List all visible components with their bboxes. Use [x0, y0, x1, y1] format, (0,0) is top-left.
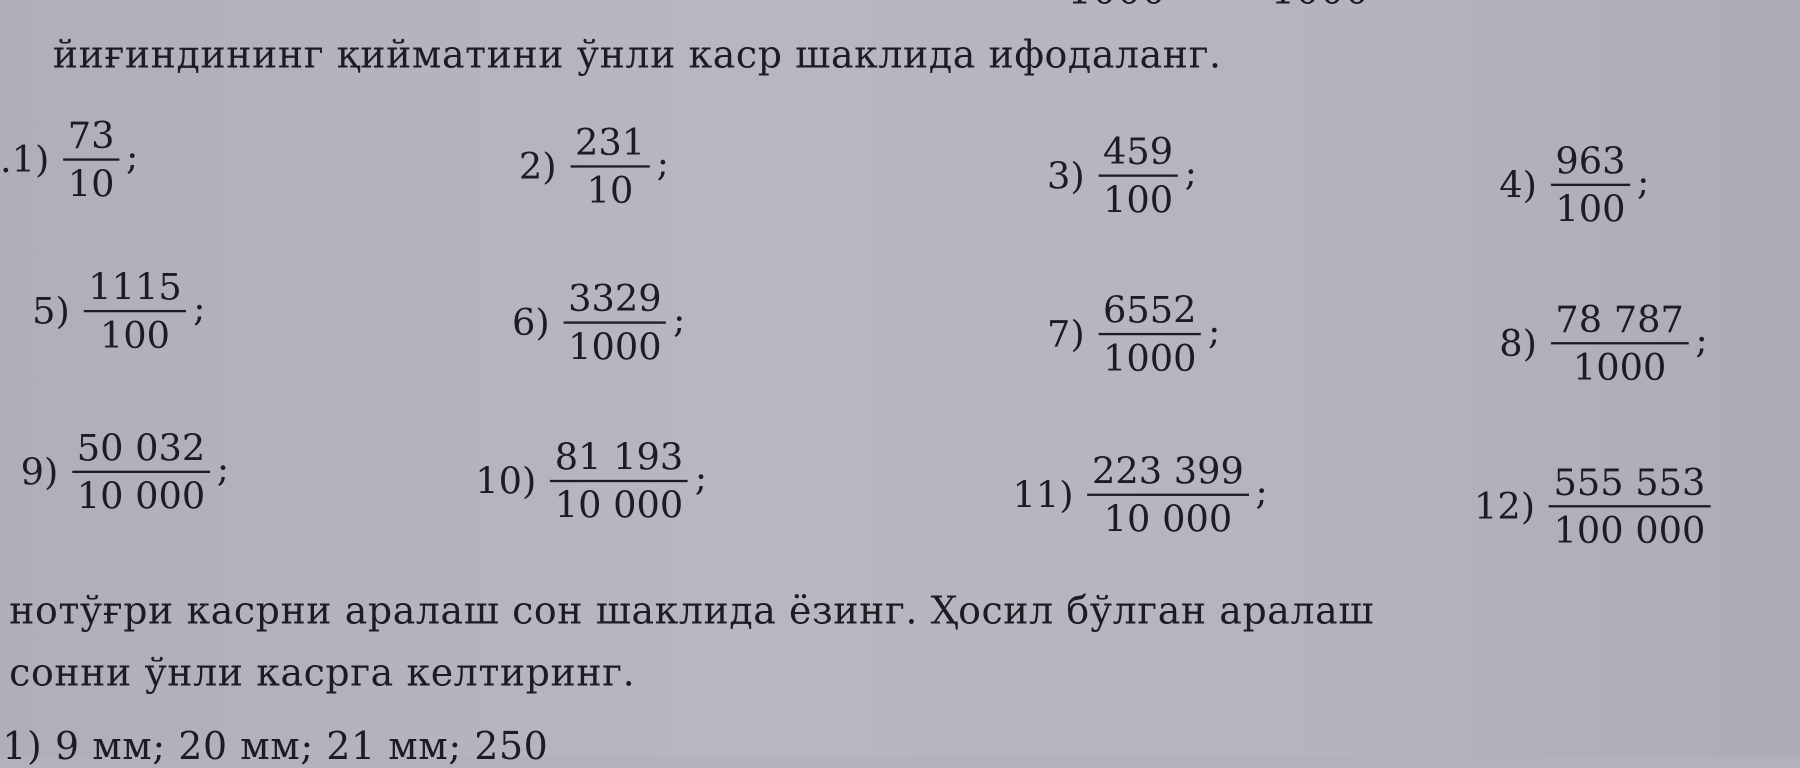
- fraction: 1115 100: [83, 264, 187, 358]
- numerator: 223 399: [1087, 448, 1249, 496]
- exercise-item: 3) 459 100 ;: [1047, 129, 1197, 223]
- separator: ;: [1636, 159, 1650, 204]
- top-partial-numbers: 1000 1000: [1068, 0, 1370, 13]
- exercise-item: 9) 50 032 10 000 ;: [21, 425, 229, 519]
- exercise-item: . 1) 73 10 ;: [0, 113, 138, 207]
- exercise-item: 12) 555 553 100 000: [1474, 459, 1717, 553]
- denominator: 10 000: [76, 474, 206, 518]
- fraction: 73 10: [63, 113, 120, 207]
- denominator: 10: [67, 161, 115, 206]
- denominator: 100 000: [1553, 508, 1706, 553]
- exercise-item: 2) 231 10 ;: [519, 119, 669, 213]
- exercise-item: 11) 223 399 10 000 ;: [1013, 448, 1268, 542]
- separator: ;: [673, 297, 686, 341]
- numerator: 78 787: [1550, 296, 1689, 345]
- separator: ;: [1255, 469, 1268, 514]
- numerator: 6552: [1098, 287, 1202, 336]
- denominator: 100: [1103, 177, 1174, 222]
- item-label: 12): [1474, 484, 1536, 529]
- numerator: 963: [1550, 138, 1631, 186]
- bottom-partial-line: 1) 9 мм; 20 мм; 21 мм; 250: [2, 723, 549, 768]
- numerator: 73: [63, 113, 120, 161]
- denominator: 10 000: [554, 483, 684, 527]
- fraction: 555 553 100 000: [1548, 459, 1710, 553]
- denominator: 10 000: [1103, 497, 1233, 541]
- separator: ;: [1695, 317, 1708, 362]
- item-label: 11): [1012, 472, 1074, 517]
- numerator: 459: [1098, 129, 1178, 177]
- fraction: 81 193 10 000: [550, 434, 688, 528]
- separator: ;: [1184, 150, 1198, 195]
- separator: ;: [656, 141, 669, 185]
- exercise-item: 6) 3329 1000 ;: [512, 276, 685, 370]
- separator: ;: [694, 455, 708, 500]
- denominator: 10: [586, 168, 634, 213]
- fraction: 6552 1000: [1098, 287, 1202, 381]
- fraction: 3329 1000: [563, 276, 667, 370]
- separator: ;: [125, 134, 139, 178]
- partial-number: 1000: [1068, 0, 1167, 13]
- instruction-1: йиғиндининг қийматини ўнли каср шаклида …: [52, 32, 1222, 77]
- separator: ;: [216, 446, 230, 491]
- item-label: 4): [1499, 163, 1537, 207]
- denominator: 1000: [1572, 345, 1667, 390]
- numerator: 50 032: [72, 425, 210, 473]
- fraction: 223 399 10 000: [1087, 448, 1249, 542]
- item-label: 5): [32, 289, 70, 333]
- denominator: 1000: [1103, 336, 1197, 380]
- exercise-prefix: .: [0, 137, 12, 182]
- denominator: 1000: [568, 324, 662, 369]
- fraction: 963 100: [1550, 138, 1631, 232]
- instruction-2-line-1: нотўғри касрни аралаш сон шаклида ёзинг.…: [9, 587, 1375, 633]
- numerator: 555 553: [1548, 459, 1710, 508]
- numerator: 231: [570, 119, 650, 168]
- numerator: 1115: [83, 264, 187, 313]
- exercise-item: 8) 78 787 1000 ;: [1499, 296, 1707, 390]
- exercise-item: 10) 81 193 10 000 ;: [475, 434, 707, 528]
- separator: ;: [1208, 308, 1221, 353]
- denominator: 100: [1555, 187, 1626, 231]
- fraction: 50 032 10 000: [72, 425, 210, 519]
- partial-number: 1000: [1271, 0, 1370, 13]
- item-label: 6): [512, 300, 550, 345]
- numerator: 81 193: [550, 434, 688, 483]
- item-label: 7): [1046, 312, 1085, 356]
- denominator: 100: [99, 313, 171, 358]
- exercise-item: 5) 1115 100 ;: [32, 264, 205, 358]
- item-label: 9): [20, 450, 59, 494]
- item-label: 10): [475, 459, 537, 503]
- fraction: 459 100: [1098, 129, 1178, 223]
- item-label: 2): [518, 144, 557, 189]
- numerator: 3329: [563, 276, 667, 324]
- instruction-2-line-2: сонни ўнли касрга келтиринг.: [9, 649, 636, 695]
- item-label: 8): [1499, 321, 1537, 366]
- exercise-item: 4) 963 100 ;: [1499, 138, 1649, 232]
- fraction: 78 787 1000: [1550, 296, 1689, 390]
- fraction: 231 10: [570, 119, 650, 213]
- exercise-item: 7) 6552 1000 ;: [1047, 287, 1220, 381]
- item-label: 3): [1046, 153, 1085, 198]
- item-label: 1): [11, 137, 50, 182]
- separator: ;: [193, 285, 206, 330]
